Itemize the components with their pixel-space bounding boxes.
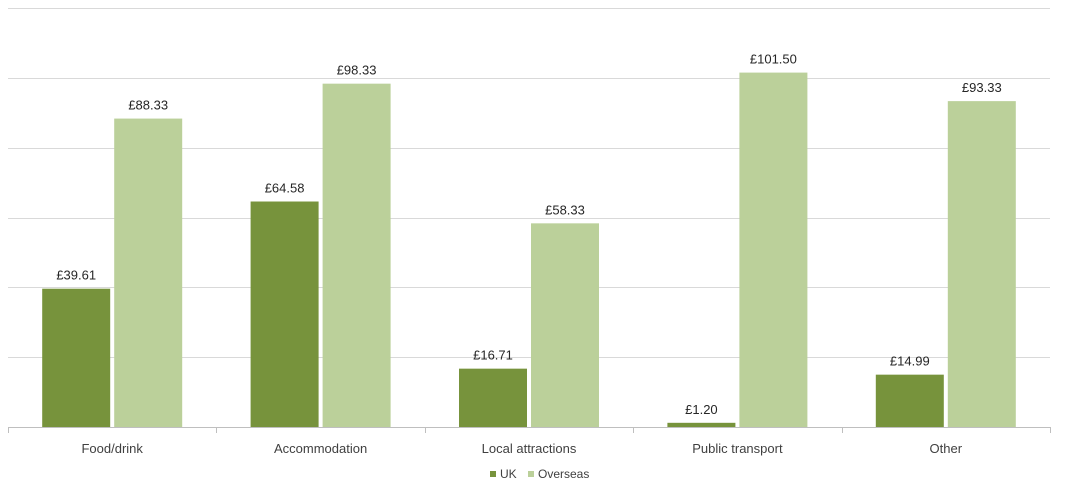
x-tick-label: Accommodation — [274, 441, 367, 456]
data-label-overseas: £88.33 — [128, 98, 168, 113]
bar-overseas — [947, 101, 1016, 428]
data-label-overseas: £98.33 — [337, 63, 377, 78]
legend-swatch-uk — [490, 471, 496, 477]
data-labels: £39.61 £88.33 £64.58 £98.33 £16.71 £58.33 £1.2… — [56, 52, 1001, 417]
bar-overseas — [739, 72, 808, 428]
x-axis: Food/drink Accommodation Local attractions… — [8, 427, 1051, 456]
bar-overseas — [322, 83, 391, 427]
data-label-uk: £16.71 — [473, 348, 513, 363]
x-tick-label: Food/drink — [81, 441, 143, 456]
x-tick-label: Local attractions — [482, 441, 577, 456]
bar-uk — [459, 368, 527, 427]
data-label-uk: £64.58 — [265, 181, 305, 196]
bar-uk — [250, 201, 319, 427]
legend: UK Overseas — [490, 467, 589, 481]
legend-swatch-overseas — [528, 471, 534, 477]
data-label-uk: £14.99 — [890, 354, 930, 369]
data-label-overseas: £93.33 — [962, 80, 1002, 95]
bar-uk — [42, 288, 111, 427]
data-label-overseas: £58.33 — [545, 202, 585, 217]
data-label-uk: £1.20 — [685, 402, 718, 417]
legend-label-overseas: Overseas — [538, 467, 589, 481]
bars — [42, 72, 1016, 428]
data-label-overseas: £101.50 — [750, 52, 797, 67]
bar-uk — [667, 422, 736, 427]
x-tick-label: Other — [930, 441, 963, 456]
bar-uk — [875, 374, 944, 427]
bar-overseas — [114, 118, 183, 427]
data-label-uk: £39.61 — [56, 268, 96, 283]
x-tick-label: Public transport — [692, 441, 783, 456]
legend-label-uk: UK — [500, 467, 517, 481]
bar-overseas — [531, 223, 599, 427]
